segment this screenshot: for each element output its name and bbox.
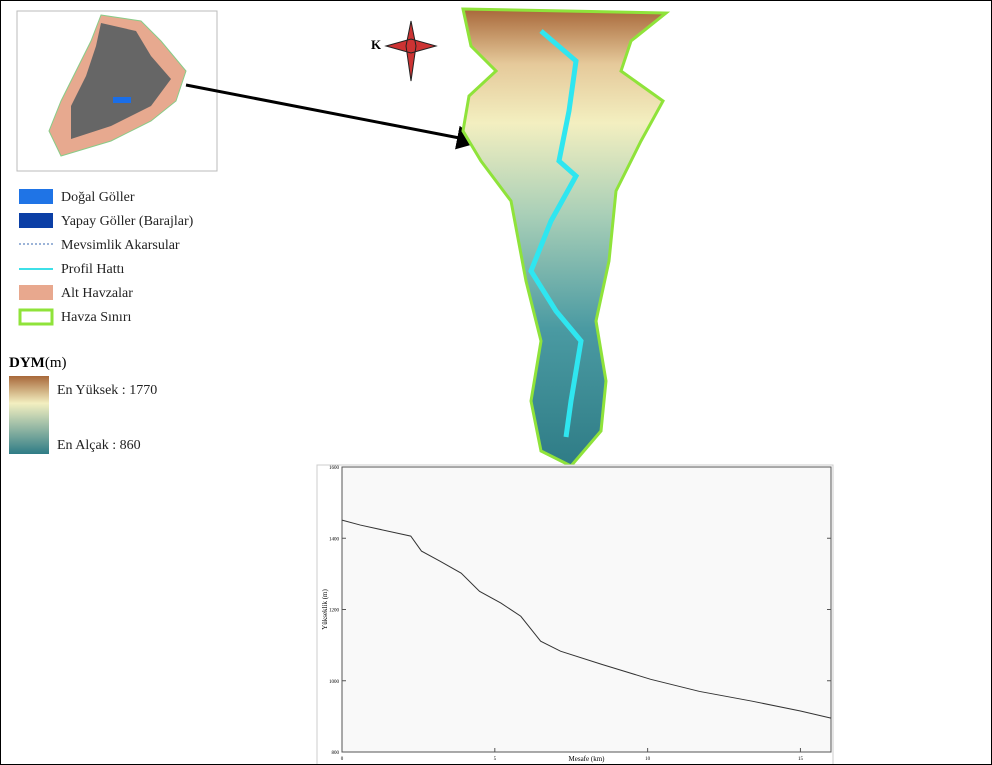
legend-label: Havza Sınırı: [61, 310, 131, 325]
basin: [463, 9, 666, 466]
north-arrow: [386, 21, 436, 81]
map: K Doğal Göller Yapay Göller (Barajlar) Mev…: [1, 1, 991, 764]
inset-lake: [113, 97, 131, 103]
y-tick-label: 1600: [329, 466, 340, 471]
dem-title: DYM(m): [9, 355, 67, 371]
legend-label: Doğal Göller: [61, 190, 135, 205]
y-tick-label: 1200: [329, 609, 340, 614]
y-tick-label: 1400: [329, 537, 340, 542]
x-axis-label: Mesafe (km): [569, 755, 606, 763]
x-tick-label: 15: [798, 757, 804, 762]
legend-label: Mevsimlik Akarsular: [61, 238, 180, 253]
pointer-arrow: [186, 85, 475, 141]
dem-high: En Yüksek : 1770: [57, 383, 157, 398]
x-tick-label: 10: [645, 757, 651, 762]
legend-label: Profil Hattı: [61, 262, 124, 277]
swatch: [19, 213, 53, 228]
y-tick-label: 1000: [329, 680, 340, 685]
figure: K Doğal Göller Yapay Göller (Barajlar) Mev…: [0, 0, 992, 765]
y-tick-label: 800: [332, 751, 340, 756]
legend-label: Yapay Göller (Barajlar): [61, 214, 194, 229]
legend-label: Alt Havzalar: [61, 286, 133, 301]
dem-low: En Alçak : 860: [57, 438, 141, 453]
plot-area: [342, 467, 831, 752]
swatch: [19, 189, 53, 204]
north-label: K: [371, 37, 382, 52]
swatch: [20, 310, 52, 324]
dem-ramp: [9, 376, 49, 454]
swatch: [19, 285, 53, 300]
y-axis-label: Yükseklik (m): [321, 589, 329, 630]
